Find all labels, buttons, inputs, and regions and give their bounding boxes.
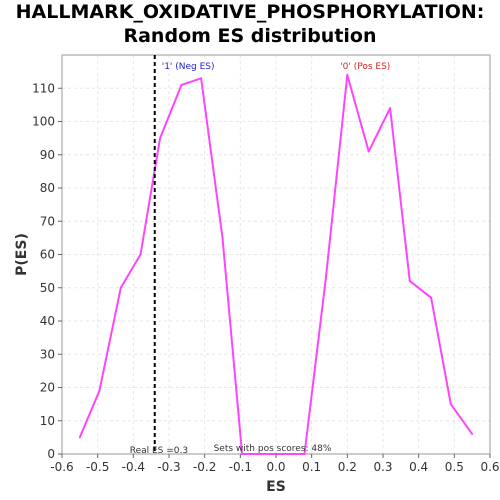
- x-tick-label: -0.4: [122, 460, 145, 474]
- data-point: [241, 453, 244, 455]
- x-tick-label: 0.5: [445, 460, 464, 474]
- data-point: [430, 296, 433, 299]
- data-point: [389, 107, 392, 110]
- grid-layer: [61, 55, 491, 455]
- data-point: [119, 286, 122, 289]
- series-layer: [78, 73, 474, 455]
- data-point: [221, 236, 224, 239]
- data-point: [367, 150, 370, 153]
- x-tick-label: 0.3: [373, 460, 392, 474]
- data-point: [449, 403, 452, 406]
- x-tick-label: -0.6: [50, 460, 73, 474]
- y-tick-label: 0: [47, 447, 55, 461]
- x-tick-label: 0.4: [409, 460, 428, 474]
- x-tick-label: 0.1: [302, 460, 321, 474]
- data-point: [282, 453, 285, 455]
- real-es-label: Real ES =0.3: [130, 446, 188, 456]
- data-point: [159, 137, 162, 140]
- x-tick-label: 0.6: [480, 460, 499, 474]
- data-point: [180, 83, 183, 86]
- data-point: [303, 453, 306, 455]
- y-tick-label: 20: [40, 381, 55, 395]
- y-tick-label: 100: [32, 115, 55, 129]
- y-axis-label: P(ES): [14, 233, 30, 276]
- y-tick-label: 40: [40, 314, 55, 328]
- data-point: [78, 436, 81, 439]
- x-axis-label: ES: [266, 479, 286, 495]
- x-tick-label: -0.3: [157, 460, 180, 474]
- y-tick-label: 70: [40, 214, 55, 228]
- series-line: [78, 74, 474, 455]
- data-point: [200, 77, 203, 80]
- y-tick-label: 50: [40, 281, 55, 295]
- chart-title-line-1: HALLMARK_OXIDATIVE_PHOSPHORYLATION:: [15, 1, 485, 23]
- data-point: [408, 280, 411, 283]
- chart-title-line-2: Random ES distribution: [123, 25, 377, 47]
- x-tick-label: -0.5: [86, 460, 109, 474]
- pos-es-label: '0' (Pos ES): [340, 62, 390, 72]
- pos-score-text: Sets with pos scores: 48%: [214, 444, 332, 454]
- y-tick-label: 90: [40, 148, 55, 162]
- neg-es-label: '1' (Neg ES): [162, 62, 215, 72]
- data-point: [471, 433, 474, 436]
- chart-title: HALLMARK_OXIDATIVE_PHOSPHORYLATION: Rand…: [0, 0, 500, 48]
- x-tick-label: 0.0: [266, 460, 285, 474]
- y-tick-label: 80: [40, 181, 55, 195]
- tick-layer: -0.6 -0.5 -0.4 -0.3 -0.2 -0.1 0.0 0.1 0.2 0.3 0.4 0…: [32, 81, 499, 474]
- y-tick-label: 110: [32, 81, 55, 95]
- data-point: [324, 276, 327, 279]
- y-tick-label: 30: [40, 347, 55, 361]
- data-point: [98, 389, 101, 392]
- data-point: [139, 253, 142, 256]
- x-tick-label: 0.2: [338, 460, 357, 474]
- x-tick-label: -0.2: [193, 460, 216, 474]
- data-point: [346, 73, 349, 76]
- data-point: [260, 453, 263, 455]
- y-tick-label: 10: [40, 414, 55, 428]
- y-tick-label: 60: [40, 248, 55, 262]
- x-tick-label: -0.1: [229, 460, 252, 474]
